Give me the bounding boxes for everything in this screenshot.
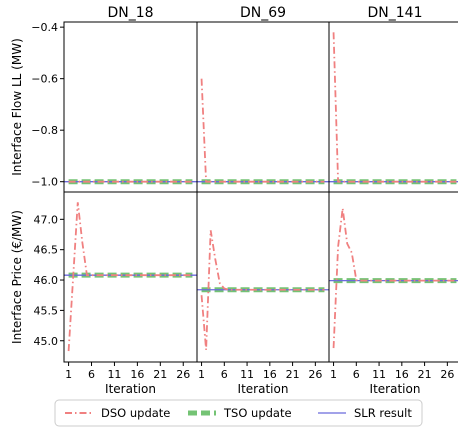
legend: DSO update TSO update SLR result <box>54 399 423 427</box>
dso-update-line <box>67 202 193 352</box>
x-tick-label: 11 <box>107 368 121 381</box>
legend-frame <box>54 399 423 427</box>
panel-frame <box>196 21 330 193</box>
panel-dn-69-row0: DN_69 <box>196 5 330 193</box>
x-tick-label: 16 <box>130 368 144 381</box>
panel-grid: −1.0 −0.8 −0.6 −0.4 DN_18 DN_69 DN_141 45.0 45.5… <box>31 5 458 396</box>
legend-dso-label: DSO update <box>101 406 170 420</box>
x-tick-label: 1 <box>198 368 205 381</box>
y-axis-label-price: Interface Price (€/MW) <box>10 210 24 344</box>
panel-dn-18-row0: −1.0 −0.8 −0.6 −0.4 DN_18 <box>31 5 198 193</box>
dso-update-line <box>200 78 325 183</box>
x-tick-label: 26 <box>440 368 454 381</box>
x-tick-label: 11 <box>240 368 254 381</box>
x-tick-label: 1 <box>330 368 337 381</box>
y-tick-label: 46.0 <box>34 274 59 287</box>
x-tick-label: 1 <box>65 368 72 381</box>
y-tick-label: 47.0 <box>34 213 59 226</box>
y-axis-labels: Interface Flow LL (MW) Interface Price (… <box>10 38 24 344</box>
panel-title: DN_18 <box>107 5 153 21</box>
x-tick-label: 6 <box>221 368 228 381</box>
y-tick-label: −1.0 <box>31 176 58 189</box>
dso-update-line <box>332 32 457 183</box>
y-tick-label: 45.5 <box>34 304 59 317</box>
y-tick-label: −0.8 <box>31 124 58 137</box>
panel-title: DN_141 <box>368 5 423 21</box>
y-tick-label: −0.6 <box>31 73 58 86</box>
legend-slr-label: SLR result <box>354 406 412 420</box>
panel-title: DN_69 <box>240 5 286 21</box>
panel-frame <box>328 21 458 193</box>
x-tick-label: 6 <box>88 368 95 381</box>
x-tick-label: 16 <box>395 368 409 381</box>
x-tick-label: 16 <box>263 368 277 381</box>
panel-frame <box>63 21 198 193</box>
legend-tso-label: TSO update <box>223 406 292 420</box>
x-tick-label: 11 <box>372 368 386 381</box>
dso-update-line <box>332 208 457 349</box>
x-tick-label: 21 <box>153 368 167 381</box>
x-tick-label: 21 <box>418 368 432 381</box>
x-tick-label: 6 <box>353 368 360 381</box>
y-axis-label-flow: Interface Flow LL (MW) <box>10 38 24 176</box>
panel-frame <box>328 191 458 363</box>
y-tick-label: 46.5 <box>34 244 59 257</box>
x-tick-label: 26 <box>308 368 322 381</box>
y-tick-label: −0.4 <box>31 21 58 34</box>
x-tick-label: 26 <box>176 368 190 381</box>
y-tick-label: 45.0 <box>34 335 59 348</box>
dso-update-line <box>200 230 325 350</box>
panel-frame <box>196 191 330 363</box>
x-axis-label: Iteration <box>370 382 421 396</box>
x-axis-label: Iteration <box>105 382 156 396</box>
panel-dn-141-row0: DN_141 <box>328 5 458 193</box>
x-tick-label: 21 <box>286 368 300 381</box>
x-axis-label: Iteration <box>238 382 289 396</box>
